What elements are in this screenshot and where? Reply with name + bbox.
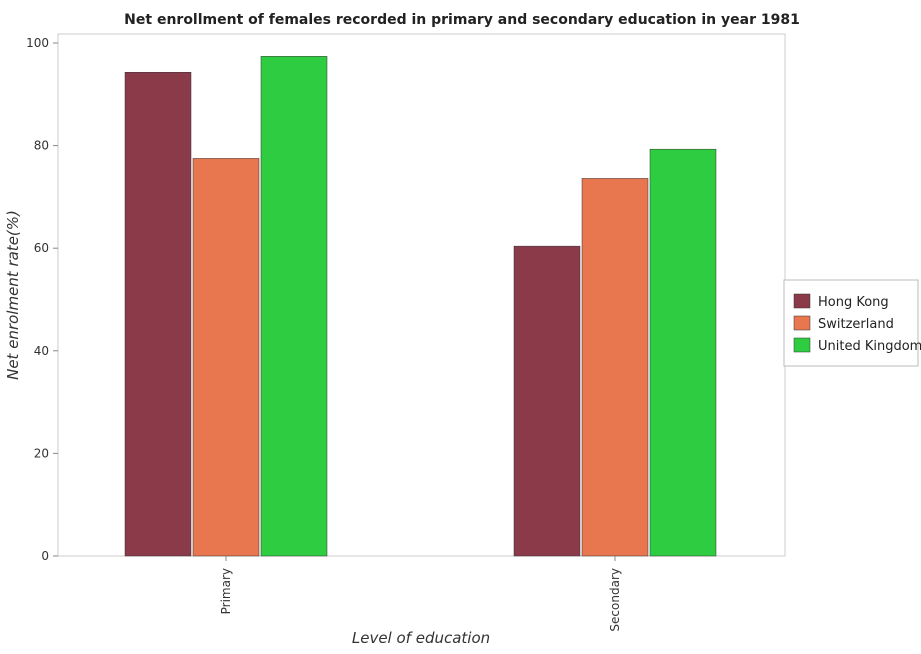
legend: Hong Kong Switzerland United Kingdom [783, 279, 921, 367]
legend-swatch [793, 315, 811, 331]
legend-label: Switzerland [818, 317, 894, 332]
bar-united-kingdom-secondary [649, 148, 717, 557]
x-axis: Primary Secondary [219, 556, 622, 632]
y-tick-label: 100 [26, 36, 49, 50]
y-axis: 0 20 40 60 80 100 [26, 36, 58, 563]
legend-swatch [793, 293, 811, 309]
bar-united-kingdom-primary [260, 56, 328, 557]
bars-group [124, 56, 717, 557]
bar-switzerland-primary [192, 158, 260, 557]
legend-swatch [793, 337, 811, 353]
x-tick-label: Secondary [608, 568, 622, 632]
y-tick-label: 60 [34, 241, 49, 255]
x-axis-label: Level of education [352, 629, 490, 647]
y-tick-label: 40 [34, 344, 49, 358]
legend-label: Hong Kong [818, 295, 889, 310]
legend-label: United Kingdom [818, 339, 921, 354]
bar-switzerland-secondary [581, 178, 649, 557]
y-tick-label: 0 [41, 549, 49, 563]
y-tick-label: 20 [34, 446, 49, 460]
chart-title: Net enrollment of females recorded in pr… [124, 12, 800, 28]
y-axis-label: Net enrolment rate(%) [4, 210, 22, 380]
y-tick-label: 80 [34, 139, 49, 153]
x-tick-label: Primary [219, 568, 233, 614]
bar-hong-kong-primary [124, 71, 192, 557]
bar-hong-kong-secondary [513, 245, 581, 557]
